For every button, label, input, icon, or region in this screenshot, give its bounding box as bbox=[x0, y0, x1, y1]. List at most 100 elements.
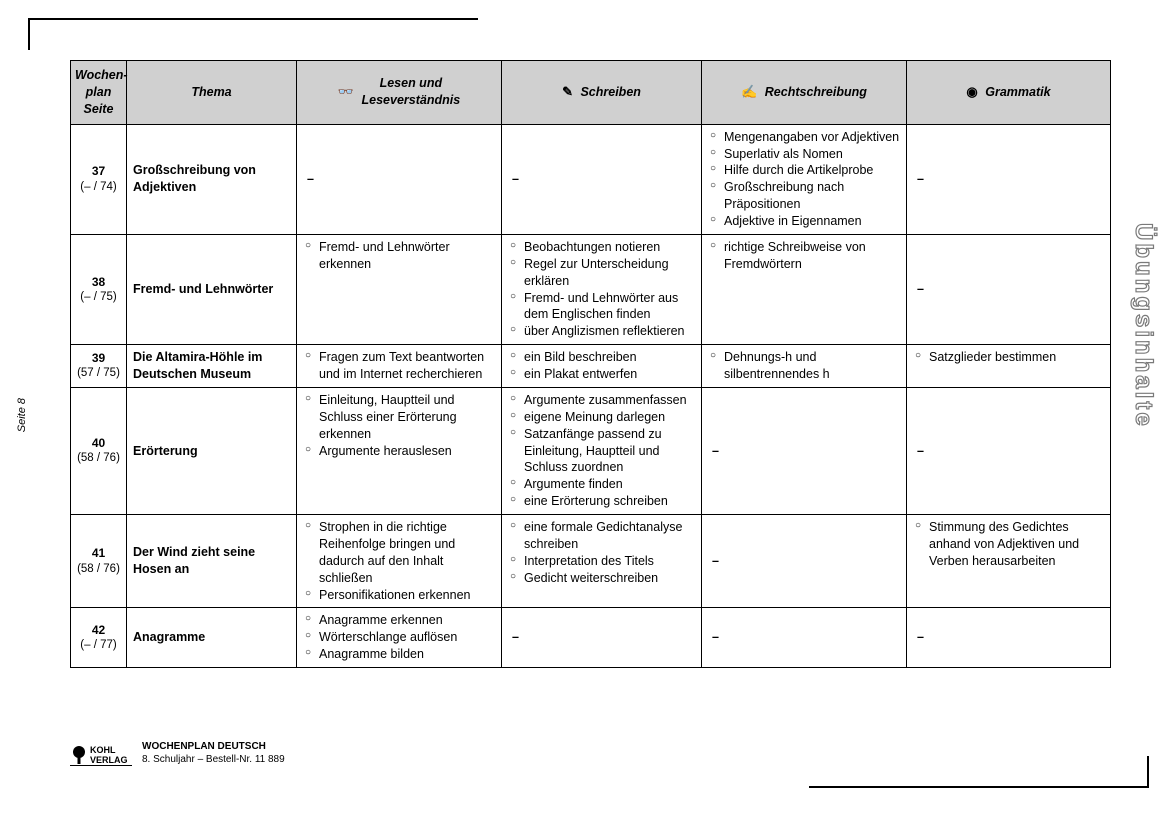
curriculum-table: Wochen- plan Seite Thema 👓 Lesen undLese… bbox=[70, 60, 1111, 668]
header-grammatik: ◉ Grammatik bbox=[907, 61, 1111, 125]
table-cell: – bbox=[702, 608, 907, 668]
week-cell: 40(58 / 76) bbox=[71, 387, 127, 514]
table-row: 41(58 / 76)Der Wind zieht seine Hosen an… bbox=[71, 515, 1111, 608]
thema-cell: Fremd- und Lehnwörter bbox=[127, 234, 297, 344]
week-cell: 39(57 / 75) bbox=[71, 345, 127, 388]
bullet-item: Hilfe durch die Artikelprobe bbox=[710, 162, 900, 179]
table-cell: Anagramme erkennenWörterschlange auflöse… bbox=[297, 608, 502, 668]
bullet-list: Dehnungs-h und silbentrennendes h bbox=[708, 349, 900, 383]
table-cell: – bbox=[502, 608, 702, 668]
bullet-item: Interpretation des Titels bbox=[510, 553, 695, 570]
table-cell: Beobachtungen notierenRegel zur Untersch… bbox=[502, 234, 702, 344]
bullet-list: eine formale Gedicht­analyse schreibenIn… bbox=[508, 519, 695, 587]
bullet-list: Argumente zusammen­fasseneigene Meinung … bbox=[508, 392, 695, 510]
table-cell: Einleitung, Hauptteil und Schluss einer … bbox=[297, 387, 502, 514]
tree-icon bbox=[70, 745, 88, 765]
publisher-name: KOHL VERLAG bbox=[90, 745, 132, 765]
header-row: Wochen- plan Seite Thema 👓 Lesen undLese… bbox=[71, 61, 1111, 125]
bullet-item: eine formale Gedicht­analyse schreiben bbox=[510, 519, 695, 553]
week-cell: 37(– / 74) bbox=[71, 124, 127, 234]
bullet-list: Strophen in die richtige Reihenfolge bri… bbox=[303, 519, 495, 603]
bullet-item: Anagramme bilden bbox=[305, 646, 495, 663]
bullet-item: über Anglizismen reflek­tieren bbox=[510, 323, 695, 340]
bullet-list: Satzglieder bestimmen bbox=[913, 349, 1104, 366]
bullet-list: richtige Schreibweise von Fremdwörtern bbox=[708, 239, 900, 273]
bullet-item: Satzanfänge passend zu Einleitung, Haupt… bbox=[510, 426, 695, 477]
curriculum-table-wrap: Wochen- plan Seite Thema 👓 Lesen undLese… bbox=[70, 60, 1110, 668]
table-row: 37(– / 74)Großschreibung von Adjektiven–… bbox=[71, 124, 1111, 234]
bullet-item: Dehnungs-h und silbentrennendes h bbox=[710, 349, 900, 383]
header-thema: Thema bbox=[127, 61, 297, 125]
table-cell: Stimmung des Gedichtes anhand von Adjekt… bbox=[907, 515, 1111, 608]
bullet-item: Argumente zusammen­fassen bbox=[510, 392, 695, 409]
bullet-item: Personifikationen erkennen bbox=[305, 587, 495, 604]
bullet-list: Mengenangaben vor AdjektivenSuperlativ a… bbox=[708, 129, 900, 230]
side-label: Übungsinhalte bbox=[1129, 223, 1157, 429]
table-cell: Mengenangaben vor AdjektivenSuperlativ a… bbox=[702, 124, 907, 234]
hand-icon: ✍ bbox=[741, 84, 757, 99]
bullet-item: Adjektive in Eigennamen bbox=[710, 213, 900, 230]
bullet-item: Mengenangaben vor Adjektiven bbox=[710, 129, 900, 146]
bullet-item: Einleitung, Hauptteil und Schluss einer … bbox=[305, 392, 495, 443]
table-body: 37(– / 74)Großschreibung von Adjektiven–… bbox=[71, 124, 1111, 667]
corner-top-left bbox=[28, 18, 478, 28]
bullet-item: Beobachtungen notieren bbox=[510, 239, 695, 256]
header-rechtschreibung: ✍ Rechtschreibung bbox=[702, 61, 907, 125]
bullet-list: Stimmung des Gedichtes anhand von Adjekt… bbox=[913, 519, 1104, 570]
thema-cell: Die Altamira-Höhle im Deutschen Museum bbox=[127, 345, 297, 388]
week-cell: 42(– / 77) bbox=[71, 608, 127, 668]
table-cell: Dehnungs-h und silbentrennendes h bbox=[702, 345, 907, 388]
table-cell: – bbox=[702, 515, 907, 608]
bullet-list: Fragen zum Text beantworten und im Inter… bbox=[303, 349, 495, 383]
bullet-item: eine Erörterung schreiben bbox=[510, 493, 695, 510]
thema-cell: Der Wind zieht seine Hosen an bbox=[127, 515, 297, 608]
table-cell: Fremd- und Lehnwörter erkennen bbox=[297, 234, 502, 344]
bullet-item: ein Plakat entwerfen bbox=[510, 366, 695, 383]
corner-bottom-right bbox=[809, 778, 1149, 788]
week-cell: 38(– / 75) bbox=[71, 234, 127, 344]
bullet-item: Fragen zum Text beantworten und im Inter… bbox=[305, 349, 495, 383]
target-icon: ◉ bbox=[966, 84, 977, 99]
bullet-item: Satzglieder bestimmen bbox=[915, 349, 1104, 366]
footer: KOHL VERLAG WOCHENPLAN DEUTSCH 8. Schulj… bbox=[70, 741, 285, 766]
table-row: 39(57 / 75)Die Altamira-Höhle im Deutsch… bbox=[71, 345, 1111, 388]
footer-subtitle: 8. Schuljahr – Bestell-Nr. 11 889 bbox=[142, 754, 285, 767]
table-cell: eine formale Gedicht­analyse schreibenIn… bbox=[502, 515, 702, 608]
bullet-item: ein Bild beschreiben bbox=[510, 349, 695, 366]
header-schreiben: ✎ Schreiben bbox=[502, 61, 702, 125]
bullet-item: Regel zur Unterscheidung erklären bbox=[510, 256, 695, 290]
thema-cell: Großschreibung von Adjektiven bbox=[127, 124, 297, 234]
table-cell: Fragen zum Text beantworten und im Inter… bbox=[297, 345, 502, 388]
bullet-item: Gedicht weiterschreiben bbox=[510, 570, 695, 587]
bullet-list: Einleitung, Hauptteil und Schluss einer … bbox=[303, 392, 495, 460]
footer-title: WOCHENPLAN DEUTSCH bbox=[142, 741, 285, 754]
table-cell: – bbox=[907, 124, 1111, 234]
table-cell: Argumente zusammen­fasseneigene Meinung … bbox=[502, 387, 702, 514]
table-cell: richtige Schreibweise von Fremdwörtern bbox=[702, 234, 907, 344]
bullet-item: Argumente herauslesen bbox=[305, 443, 495, 460]
header-wochenplan: Wochen- plan Seite bbox=[71, 61, 127, 125]
bullet-item: Großschreibung nach Präpositionen bbox=[710, 179, 900, 213]
publisher-logo: KOHL VERLAG bbox=[70, 742, 132, 766]
bullet-list: Fremd- und Lehnwörter erkennen bbox=[303, 239, 495, 273]
page-number: Seite 8 bbox=[16, 398, 28, 432]
table-row: 40(58 / 76)ErörterungEinleitung, Hauptte… bbox=[71, 387, 1111, 514]
bullet-item: Stimmung des Gedichtes anhand von Adjekt… bbox=[915, 519, 1104, 570]
table-cell: Satzglieder bestimmen bbox=[907, 345, 1111, 388]
bullet-item: eigene Meinung darlegen bbox=[510, 409, 695, 426]
week-cell: 41(58 / 76) bbox=[71, 515, 127, 608]
bullet-list: Anagramme erkennenWörterschlange auflöse… bbox=[303, 612, 495, 663]
pencil-icon: ✎ bbox=[562, 84, 573, 99]
table-row: 38(– / 75)Fremd- und LehnwörterFremd- un… bbox=[71, 234, 1111, 344]
bullet-item: Anagramme erkennen bbox=[305, 612, 495, 629]
bullet-item: Wörterschlange auflösen bbox=[305, 629, 495, 646]
table-cell: – bbox=[297, 124, 502, 234]
table-cell: – bbox=[502, 124, 702, 234]
table-cell: – bbox=[907, 608, 1111, 668]
bullet-item: Argumente finden bbox=[510, 476, 695, 493]
table-cell: ein Bild beschreibenein Plakat entwerfen bbox=[502, 345, 702, 388]
thema-cell: Erörterung bbox=[127, 387, 297, 514]
bullet-item: richtige Schreibweise von Fremdwörtern bbox=[710, 239, 900, 273]
glasses-icon: 👓 bbox=[338, 84, 354, 99]
footer-text: WOCHENPLAN DEUTSCH 8. Schuljahr – Bestel… bbox=[142, 741, 285, 766]
